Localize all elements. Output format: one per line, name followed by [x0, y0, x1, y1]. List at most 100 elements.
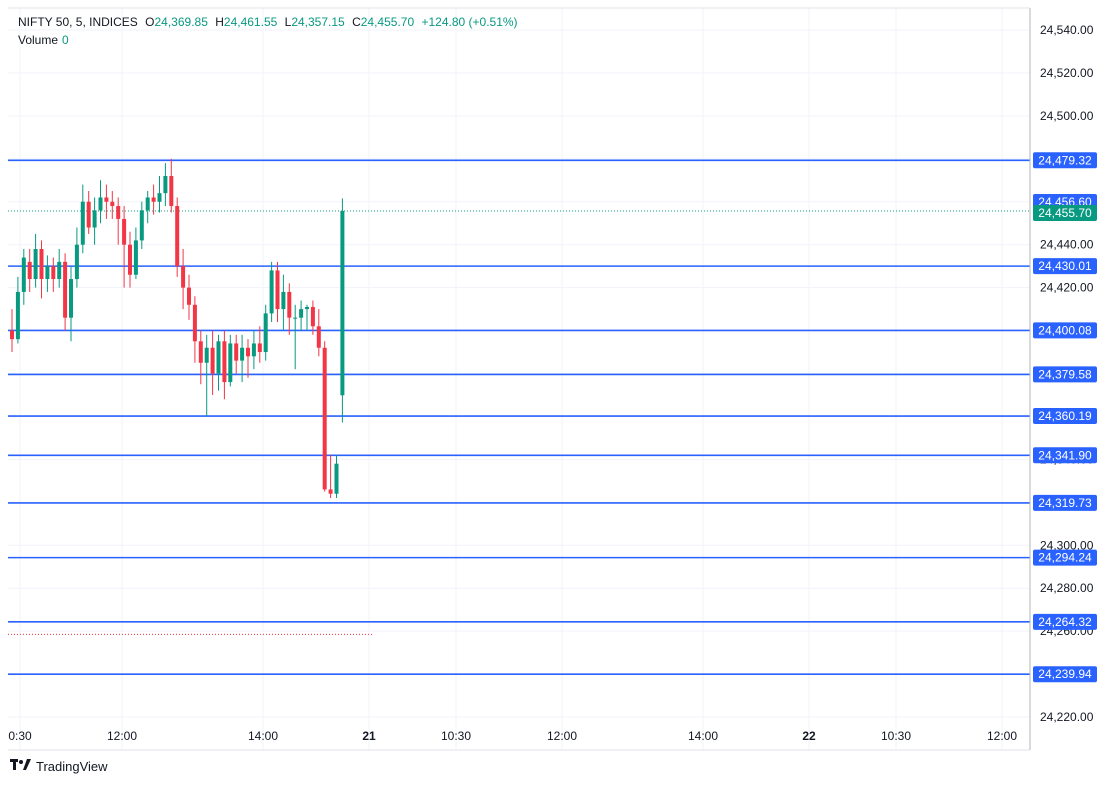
- candle-body: [74, 244, 79, 280]
- candle: [80, 184, 85, 254]
- level-price-tag: [1033, 549, 1097, 566]
- candle-body: [181, 266, 186, 288]
- candle: [163, 163, 168, 207]
- candle: [27, 248, 32, 292]
- candle-body: [251, 343, 256, 357]
- candle-body: [269, 270, 274, 314]
- brand-name: TradingView: [36, 759, 108, 774]
- x-tick-label: 12:00: [107, 729, 137, 743]
- candle-body: [33, 248, 38, 280]
- candle-body: [104, 197, 109, 202]
- x-tick-label: 0:30: [8, 729, 32, 743]
- tradingview-logo-icon: [10, 759, 32, 774]
- candle-body: [316, 326, 321, 348]
- level-price-label: 24,239.94: [1038, 667, 1092, 681]
- candle-body: [110, 201, 115, 207]
- candle-body: [334, 463, 339, 494]
- price-labels: 24,479.32 24,430.01 24,400.08 24,379.58 24,3…: [1033, 152, 1097, 683]
- candle-body: [187, 287, 191, 305]
- time-axis[interactable]: 0:30 12:00 14:00 21 10:30 12:00 14:00 22 10:30 12…: [8, 729, 1017, 743]
- volume-legend: Volume 0: [18, 33, 69, 47]
- candle-body: [86, 201, 91, 228]
- candle-body: [198, 341, 203, 363]
- x-tick-label: 14:00: [688, 729, 718, 743]
- candle: [257, 326, 262, 363]
- candle: [334, 455, 339, 499]
- candle: [74, 227, 79, 288]
- x-tick-label: 10:30: [441, 729, 471, 743]
- open-value: 24,369.85: [154, 15, 208, 29]
- candle: [69, 266, 73, 342]
- volume-label[interactable]: Volume: [18, 33, 59, 47]
- candle-body: [299, 309, 304, 318]
- level-price-tag: [1033, 666, 1097, 683]
- x-tick-label: 12:00: [987, 729, 1017, 743]
- tradingview-brand[interactable]: TradingView: [10, 759, 108, 774]
- candle-body: [151, 197, 156, 202]
- candle-body: [10, 330, 14, 340]
- level-price-label: 24,319.73: [1038, 496, 1092, 510]
- candle-body: [98, 197, 103, 211]
- candle-body: [246, 347, 250, 357]
- candle-body: [222, 341, 227, 383]
- candle: [293, 304, 298, 370]
- candle: [281, 274, 286, 331]
- candle: [181, 248, 186, 310]
- level-price-tag: [1033, 322, 1097, 339]
- x-tick-label: 10:30: [881, 729, 911, 743]
- candle: [263, 304, 268, 361]
- candle-body: [63, 261, 68, 318]
- change-value: +124.80 (+0.51%): [421, 15, 518, 29]
- candle: [122, 206, 127, 288]
- candle: [128, 231, 132, 288]
- y-tick-label: 24,420.00: [1040, 281, 1094, 295]
- candle: [98, 180, 103, 224]
- last-price-label: 24,455.70: [1038, 206, 1092, 220]
- candle: [187, 274, 191, 320]
- level-price-label: 24,400.08: [1038, 323, 1092, 337]
- candle-body: [216, 341, 221, 374]
- level-price-label: 24,479.32: [1038, 153, 1092, 167]
- candle: [299, 300, 304, 331]
- candle: [157, 175, 162, 213]
- candle-body: [322, 347, 327, 490]
- candle-body: [45, 266, 50, 280]
- horizontal-levels: [8, 159, 1030, 675]
- candle: [240, 334, 245, 383]
- level-price-tag: [1033, 152, 1097, 169]
- candle: [310, 300, 315, 335]
- candle: [192, 296, 197, 363]
- candle: [251, 330, 256, 370]
- candle: [316, 309, 321, 357]
- candle-body: [328, 489, 333, 494]
- candle: [204, 334, 209, 417]
- candle: [198, 330, 203, 385]
- candle: [216, 334, 221, 391]
- candle-body: [145, 197, 150, 211]
- candlestick-series: [10, 158, 345, 499]
- candle: [57, 248, 62, 288]
- symbol-title[interactable]: NIFTY 50, 5, INDICES: [18, 15, 138, 29]
- candle-body: [210, 347, 215, 374]
- level-price-tag: [1033, 258, 1097, 275]
- candle: [269, 261, 274, 322]
- candle-body: [27, 261, 32, 280]
- candle-body: [51, 266, 56, 280]
- y-tick-label: 24,500.00: [1040, 109, 1094, 123]
- candle-body: [293, 317, 298, 319]
- x-tick-label: 21: [362, 729, 376, 743]
- candle-body: [257, 343, 262, 353]
- level-price-tag: [1033, 494, 1097, 511]
- candle: [86, 191, 91, 234]
- candle: [322, 341, 327, 492]
- candle-body: [21, 257, 26, 292]
- candle-body: [122, 218, 127, 245]
- level-price-label: 24,430.01: [1038, 259, 1092, 273]
- candle-body: [192, 304, 197, 342]
- candle: [246, 339, 250, 378]
- candle: [39, 240, 44, 299]
- chart-grid: [8, 8, 1030, 750]
- candle: [169, 158, 174, 213]
- candle: [10, 309, 14, 353]
